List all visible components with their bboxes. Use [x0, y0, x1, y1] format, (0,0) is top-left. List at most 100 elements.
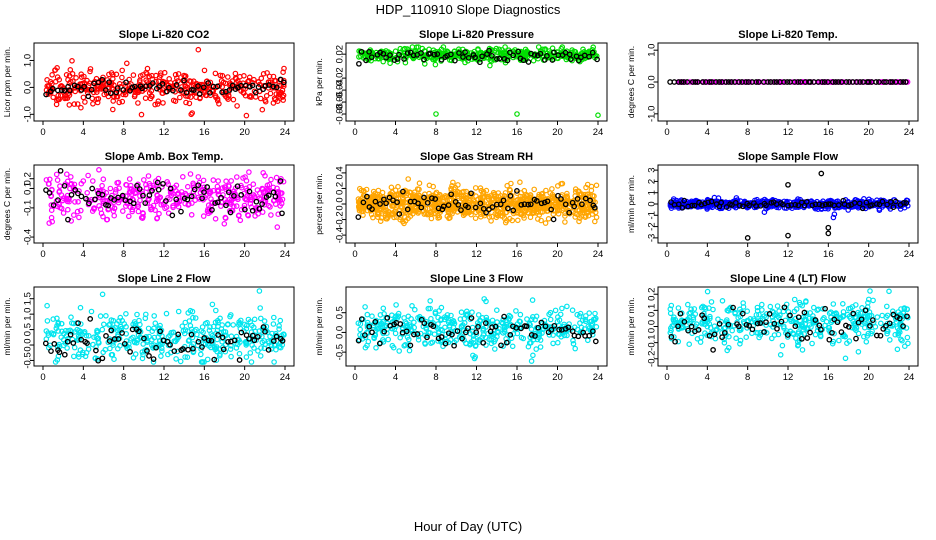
data-point-hourly: [111, 197, 118, 203]
data-point: [416, 186, 422, 193]
data-point-hourly: [372, 318, 379, 325]
data-point-hourly: [701, 200, 708, 207]
data-point-hourly: [249, 82, 256, 89]
data-point: [152, 207, 158, 214]
x-tick-label: 0: [40, 127, 45, 138]
data-point: [217, 352, 223, 359]
data-point-hourly: [459, 335, 465, 342]
data-point: [154, 101, 161, 107]
data-point: [368, 211, 375, 218]
data-point: [558, 181, 564, 187]
data-point: [861, 324, 868, 331]
y-tick-label: -3: [647, 234, 658, 242]
data-point-hourly: [89, 185, 96, 192]
data-point-hourly: [889, 79, 896, 85]
y-tick-label: 0.0: [335, 326, 346, 339]
data-point: [99, 326, 106, 333]
data-point: [485, 201, 492, 207]
data-point-hourly: [403, 328, 410, 335]
data-point-hourly: [771, 79, 777, 85]
data-points: [355, 296, 600, 364]
data-point: [675, 338, 682, 345]
data-point: [521, 215, 527, 221]
data-point: [140, 214, 146, 220]
data-point: [501, 328, 508, 335]
data-point: [96, 340, 102, 346]
data-point: [143, 335, 150, 342]
data-point: [212, 70, 219, 77]
data-point-hourly: [173, 82, 180, 88]
data-point: [110, 106, 116, 113]
data-point: [228, 201, 235, 207]
data-point: [867, 288, 873, 294]
data-point: [574, 311, 581, 318]
data-point: [213, 307, 219, 314]
data-point: [106, 322, 112, 328]
data-point: [50, 94, 57, 101]
data-point-hourly: [106, 79, 112, 86]
data-point: [54, 322, 60, 329]
data-point: [244, 193, 251, 199]
data-point: [372, 332, 379, 339]
data-point: [733, 335, 739, 342]
data-point-hourly: [778, 318, 785, 325]
data-point: [863, 338, 870, 345]
data-point: [78, 180, 85, 187]
data-point-hourly: [215, 332, 221, 338]
data-point: [368, 57, 374, 64]
data-point-hourly: [78, 193, 85, 200]
data-point: [537, 337, 544, 343]
y-tick-label: 1.0: [23, 54, 34, 67]
panel-title: Slope Amb. Box Temp.: [105, 151, 224, 163]
y-tick-label: -0.4: [335, 227, 346, 243]
data-point: [119, 317, 126, 324]
x-tick-label: 24: [280, 249, 291, 260]
data-point-hourly: [74, 83, 81, 90]
data-point-hourly: [196, 91, 203, 97]
data-point: [48, 207, 55, 214]
data-point: [525, 343, 532, 350]
data-point-hourly: [129, 84, 136, 91]
data-point: [480, 190, 487, 197]
data-point-hourly: [785, 181, 791, 188]
data-point: [499, 320, 506, 327]
data-point-hourly: [246, 188, 253, 195]
data-point: [883, 314, 890, 321]
data-point-hourly: [140, 192, 146, 199]
data-point: [531, 209, 537, 216]
data-point: [234, 103, 240, 109]
data-point-hourly: [234, 183, 241, 190]
data-point: [405, 176, 412, 182]
data-point: [488, 218, 494, 224]
data-point: [402, 214, 408, 221]
data-point-hourly: [590, 328, 596, 335]
data-point: [137, 193, 143, 199]
data-point: [138, 111, 145, 118]
x-tick-label: 20: [239, 372, 250, 383]
data-point: [225, 96, 231, 103]
data-point: [128, 182, 134, 189]
data-point-hourly: [119, 330, 125, 336]
data-point: [80, 94, 87, 101]
data-point-hourly: [84, 340, 90, 346]
data-point: [487, 62, 493, 69]
data-point: [181, 330, 188, 337]
data-point: [493, 196, 499, 203]
data-point: [270, 73, 277, 80]
data-point-hourly: [150, 356, 157, 362]
data-point: [356, 336, 363, 343]
data-point-hourly: [205, 337, 212, 344]
data-point: [668, 205, 675, 211]
data-point-hourly: [209, 207, 215, 213]
data-point: [399, 218, 406, 225]
data-point: [846, 338, 853, 344]
data-point: [276, 326, 282, 332]
data-point: [552, 307, 559, 314]
data-point-hourly: [773, 79, 780, 85]
data-point: [451, 186, 457, 193]
data-point: [392, 330, 399, 337]
data-point: [207, 188, 214, 194]
data-point: [238, 206, 245, 213]
data-point: [178, 189, 185, 195]
data-point: [506, 196, 513, 203]
